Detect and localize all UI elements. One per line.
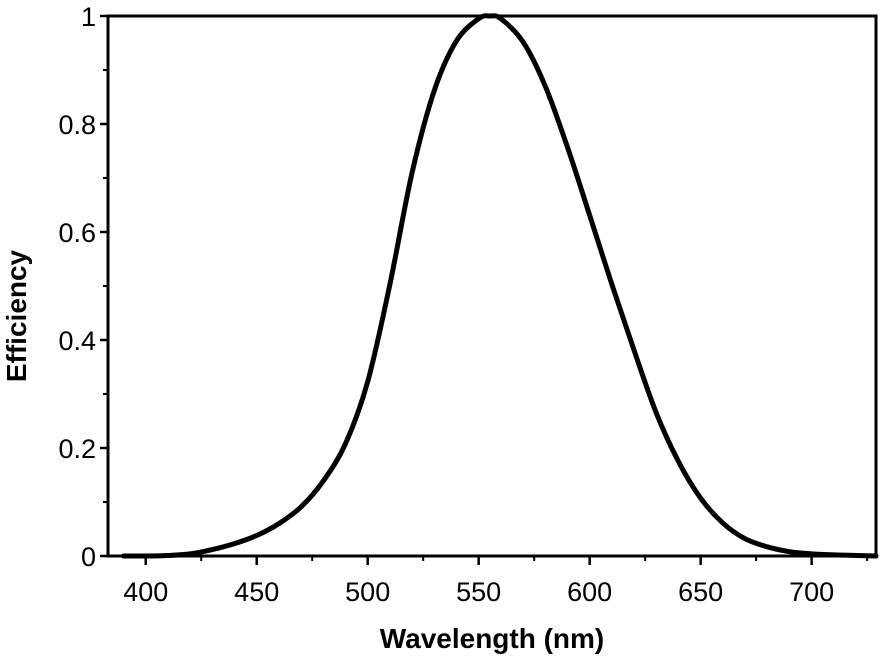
efficiency-curve xyxy=(121,13,879,559)
x-tick-label: 600 xyxy=(567,577,612,607)
plot-frame xyxy=(106,14,878,558)
x-tick-label: 650 xyxy=(678,577,723,607)
x-tick-label: 700 xyxy=(789,577,834,607)
y-tick-label: 0.4 xyxy=(58,326,96,356)
x-tick-label: 450 xyxy=(234,577,279,607)
y-tick-label: 0.2 xyxy=(58,434,96,464)
x-tick-label: 500 xyxy=(345,577,390,607)
y-tick-label: 1 xyxy=(81,2,96,32)
x-tick-label: 400 xyxy=(123,577,168,607)
x-axis: 400 450 500 550 600 650 700 xyxy=(123,556,869,607)
y-tick-label: 0 xyxy=(81,542,96,572)
x-axis-label: Wavelength (nm) xyxy=(380,623,605,654)
y-axis-label: Efficiency xyxy=(1,249,32,382)
plot-area xyxy=(106,13,879,559)
y-axis: 0 0.2 0.4 0.6 0.8 1 xyxy=(58,2,108,572)
y-tick-label: 0.8 xyxy=(58,110,96,140)
x-tick-label: 550 xyxy=(456,577,501,607)
y-tick-label: 0.6 xyxy=(58,218,96,248)
